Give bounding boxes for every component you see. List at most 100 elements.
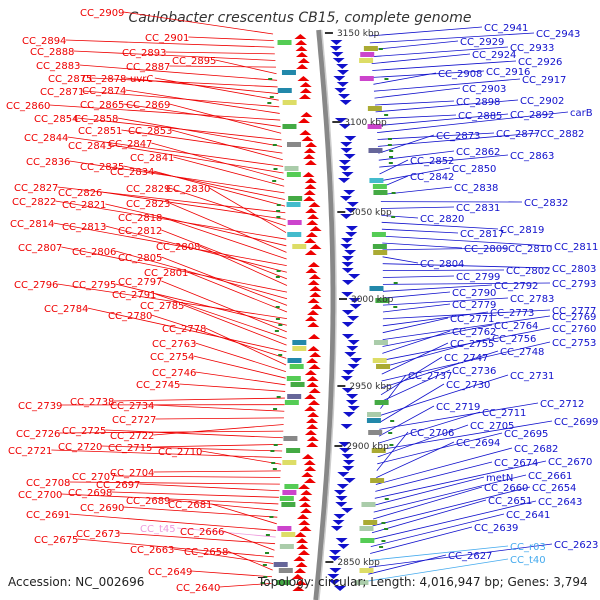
category-box (286, 448, 301, 453)
red-gene-arrow (307, 214, 320, 219)
left-gene-label: CC_2814 (10, 219, 54, 230)
right-gene-label: CC_2790 (452, 288, 496, 299)
blue-gene-arrow (344, 136, 357, 141)
right-gene-label: CC_2819 (500, 225, 544, 236)
left-gene-label: CC_2830 (166, 184, 210, 195)
left-gene-labels: CC_2909 CC_2901 CC_2894 CC_2893 CC_2888 CC_28… (6, 8, 228, 594)
blue-gene-arrow (347, 316, 360, 321)
tick-mark (273, 408, 278, 410)
left-gene-label: CC_2853 (128, 126, 172, 137)
right-connector (369, 545, 509, 561)
red-gene-arrow (306, 376, 319, 381)
red-gene-arrow (309, 226, 322, 231)
right-gene-label: CC_2711 (482, 408, 526, 419)
right-connector (377, 132, 495, 140)
blue-gene-arrow (348, 274, 361, 279)
category-box (372, 244, 387, 249)
left-connector (53, 222, 287, 267)
red-gene-arrow (309, 352, 322, 357)
tick-mark (278, 354, 283, 356)
left-gene-label: CC_2689 (126, 496, 170, 507)
category-box (282, 100, 297, 105)
left-connector (123, 165, 285, 200)
right-connector (371, 499, 487, 534)
blue-gene-arrow (341, 256, 354, 261)
right-gene-label: CC_2943 (536, 29, 580, 40)
right-gene-label: CC_2623 (554, 540, 598, 551)
right-gene-label: CC_2639 (474, 523, 518, 534)
right-connector (378, 411, 481, 444)
right-gene-label: CC_2811 (554, 242, 598, 253)
left-gene-label: CC_2754 (150, 352, 194, 363)
left-gene-label: CC_2901 (145, 33, 189, 44)
tick-mark (276, 210, 281, 212)
left-connector (105, 203, 287, 247)
right-connector (371, 500, 537, 541)
scale-label: 2950 kbp (349, 382, 392, 392)
right-connector (382, 282, 551, 285)
category-box (287, 358, 302, 363)
red-gene-arrow (303, 148, 316, 153)
left-connector (61, 246, 288, 293)
blue-gene-arrow (340, 142, 353, 147)
category-box (368, 430, 383, 435)
blue-gene-arrow (345, 232, 358, 237)
scale-tick (324, 32, 333, 34)
right-connector (381, 342, 449, 375)
left-gene-label: CC_2785 (140, 301, 184, 312)
left-connector (153, 170, 286, 207)
category-box (363, 46, 378, 51)
left-gene-label: CC_2700 (18, 490, 62, 501)
red-gene-arrow (296, 64, 309, 69)
right-gene-label: CC_2753 (552, 338, 596, 349)
right-connector (382, 297, 509, 306)
tick-mark (393, 306, 398, 308)
left-gene-label: CC_2875 (48, 74, 92, 85)
left-connector (115, 283, 287, 326)
left-gene-label: CC_2808 (156, 242, 200, 253)
red-gene-arrow (291, 574, 304, 579)
right-gene-label: CC_2933 (510, 43, 554, 54)
blue-gene-arrow (338, 160, 351, 165)
left-gene-label: CC_2860 (6, 101, 50, 112)
left-connector (173, 548, 274, 564)
blue-gene-arrow (337, 544, 350, 549)
left-gene-label: uvrC (130, 74, 153, 85)
scale-tick (338, 298, 347, 300)
blue-gene-arrow (341, 262, 354, 267)
red-gene-arrow (301, 136, 314, 141)
tick-mark (388, 432, 393, 434)
tick-mark (265, 552, 270, 554)
red-gene-arrow (298, 94, 311, 99)
blue-gene-arrow (333, 514, 346, 519)
blue-gene-arrow (347, 340, 360, 345)
blue-gene-arrow (346, 394, 359, 399)
red-gene-arrow (304, 430, 317, 435)
red-gene-arrow (303, 154, 316, 159)
left-gene-label: CC_2681 (168, 500, 212, 511)
category-box (372, 184, 387, 189)
red-gene-arrow (302, 172, 315, 177)
red-gene-arrow (309, 286, 322, 291)
right-gene-label: CC_2831 (456, 203, 500, 214)
left-connector (195, 342, 286, 372)
right-gene-label: carB (570, 108, 593, 119)
left-gene-label: CC_2841 (130, 153, 174, 164)
left-gene-label: CC_2887 (126, 62, 170, 73)
blue-gene-arrow (339, 448, 352, 453)
red-gene-arrow (307, 346, 320, 351)
blue-gene-arrow (347, 406, 360, 411)
right-gene-label: CC_2699 (554, 417, 598, 428)
left-connector (61, 493, 279, 505)
right-connector (378, 405, 435, 437)
right-gene-label: CC_2929 (460, 37, 504, 48)
left-gene-label: CC_2883 (36, 61, 80, 72)
red-gene-arrow (303, 460, 316, 465)
left-connector (211, 503, 277, 525)
left-connector (123, 506, 278, 518)
left-connector (91, 77, 278, 88)
right-gene-label: CC_2892 (510, 110, 554, 121)
scale-labels: 3150 kbp 3100 kbp 3050 kbp 3000 kbp 2950 kbp… (324, 29, 394, 568)
feature-tracks (260, 34, 398, 591)
red-gene-arrow (295, 46, 308, 51)
